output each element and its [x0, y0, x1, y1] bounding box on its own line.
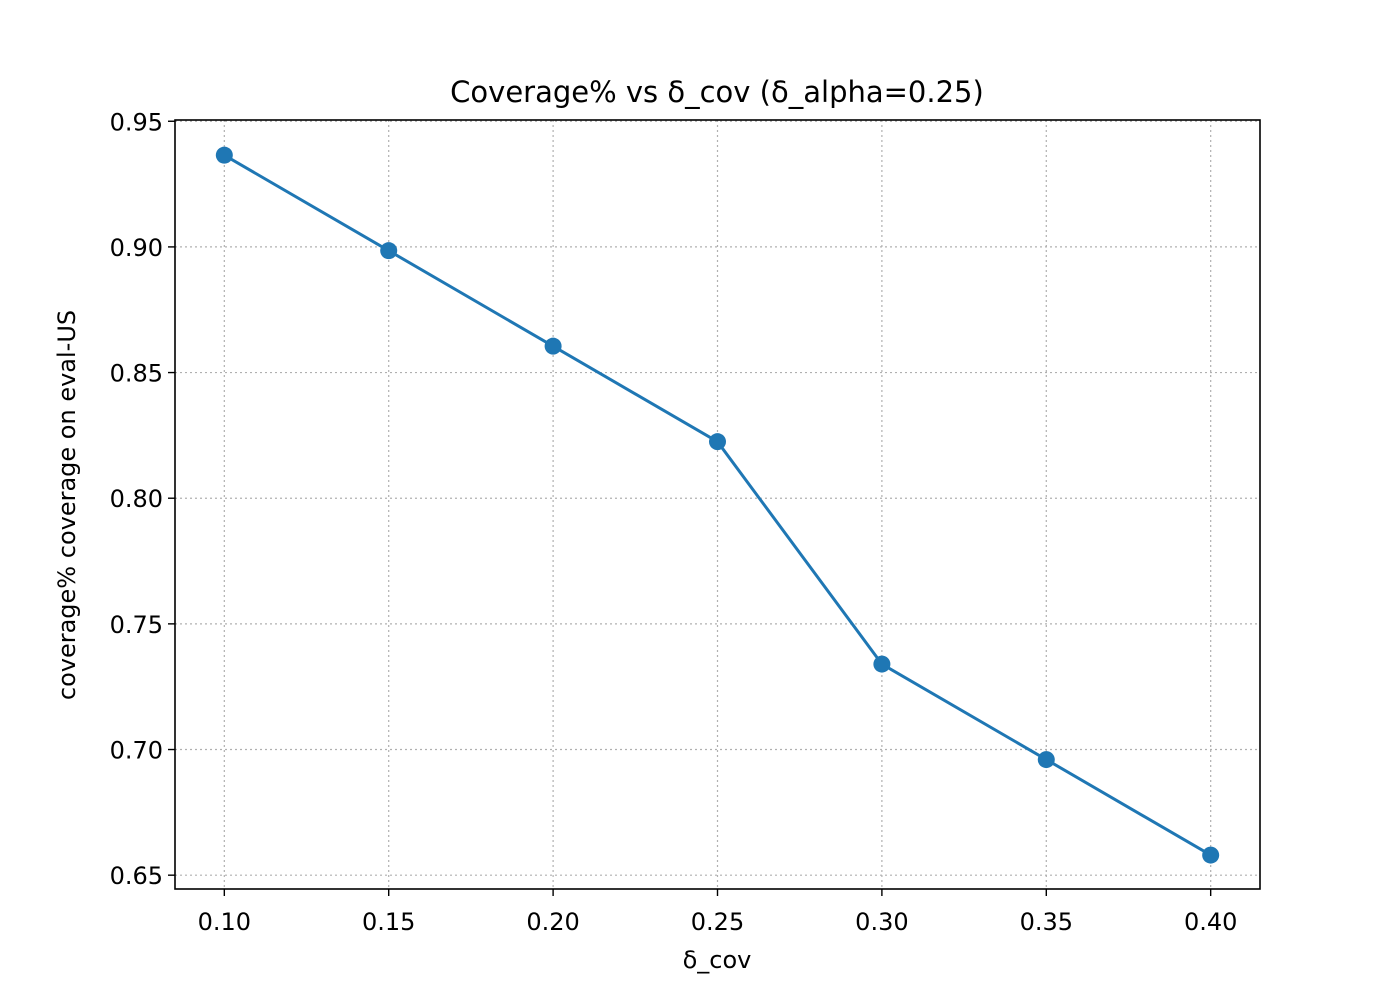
y-tick-label-5: 0.90: [110, 234, 163, 262]
data-point-2: [544, 337, 562, 355]
y-tick-label-2: 0.75: [110, 611, 163, 639]
data-point-1: [380, 242, 398, 260]
data-point-3: [709, 433, 726, 451]
x-tick-label-2: 0.20: [526, 908, 579, 936]
series-layer: [215, 146, 1220, 864]
y-tick-label-4: 0.85: [110, 360, 163, 388]
y-tick-label-0: 0.65: [110, 862, 163, 890]
x-axis-label: δ_cov: [683, 946, 752, 974]
y-axis-label: coverage% coverage on eval-US: [53, 310, 81, 700]
axis-ticks: 0.10 0.15 0.20 0.25 0.30 0.35 0.40 0.65 0.70 0.75…: [110, 108, 1238, 936]
chart-title: Coverage% vs δ_cov (δ_alpha=0.25): [450, 75, 984, 109]
x-tick-label-3: 0.25: [691, 908, 744, 936]
grid-lines: [175, 120, 1260, 889]
x-tick-label-5: 0.35: [1020, 908, 1073, 936]
x-tick-label-6: 0.40: [1184, 908, 1237, 936]
x-tick-label-4: 0.30: [855, 908, 908, 936]
y-tick-label-3: 0.80: [110, 485, 163, 513]
data-point-6: [1202, 846, 1220, 864]
data-point-5: [1037, 751, 1055, 769]
y-tick-label-6: 0.95: [110, 108, 163, 136]
y-tick-label-1: 0.70: [110, 737, 163, 765]
data-point-0: [215, 146, 233, 164]
x-tick-label-1: 0.15: [362, 908, 415, 936]
x-tick-label-0: 0.10: [198, 908, 251, 936]
data-point-4: [873, 655, 891, 673]
